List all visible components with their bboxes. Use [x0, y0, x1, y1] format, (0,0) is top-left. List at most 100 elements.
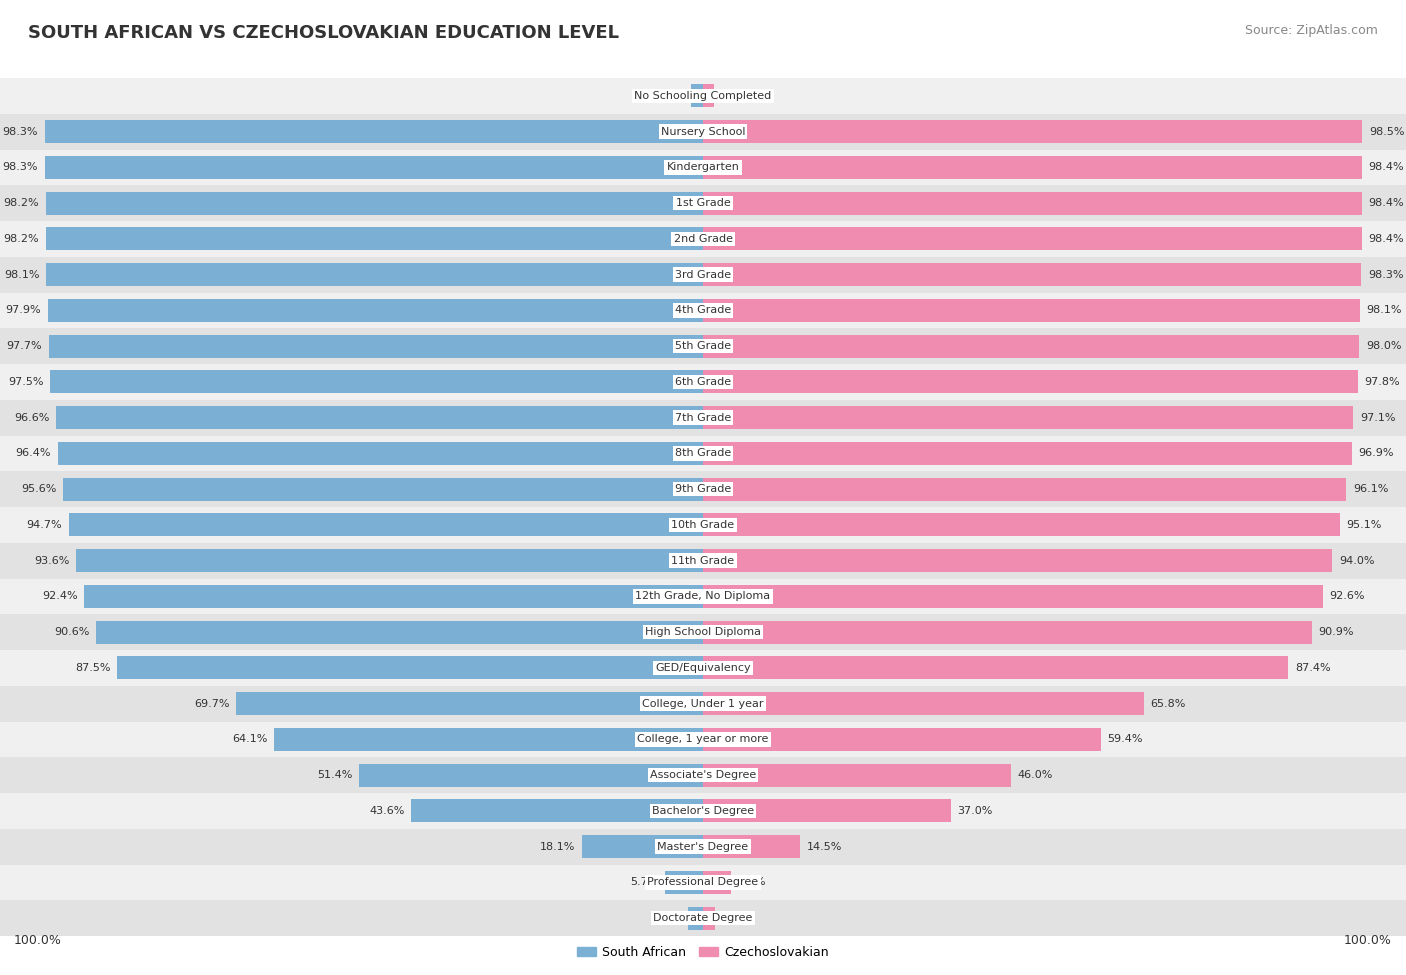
Bar: [0, 507, 1406, 543]
Text: 94.0%: 94.0%: [1339, 556, 1375, 566]
Text: 96.6%: 96.6%: [14, 412, 49, 422]
Text: 98.2%: 98.2%: [3, 234, 39, 244]
Text: College, Under 1 year: College, Under 1 year: [643, 699, 763, 709]
Bar: [582, 835, 703, 858]
Bar: [703, 84, 714, 107]
Text: 65.8%: 65.8%: [1150, 699, 1185, 709]
Text: 90.6%: 90.6%: [55, 627, 90, 637]
Text: 93.6%: 93.6%: [34, 556, 70, 566]
Bar: [703, 656, 1288, 680]
Bar: [703, 191, 1362, 214]
Text: 5th Grade: 5th Grade: [675, 341, 731, 351]
Text: 95.6%: 95.6%: [21, 485, 56, 494]
Bar: [45, 156, 703, 179]
Text: 97.7%: 97.7%: [7, 341, 42, 351]
Bar: [0, 329, 1406, 364]
Bar: [0, 185, 1406, 221]
Text: 43.6%: 43.6%: [368, 806, 405, 816]
Bar: [703, 263, 1361, 287]
Text: 98.4%: 98.4%: [1368, 234, 1405, 244]
Bar: [703, 120, 1362, 143]
Bar: [274, 727, 703, 751]
Text: 8th Grade: 8th Grade: [675, 448, 731, 458]
Text: 98.0%: 98.0%: [1365, 341, 1402, 351]
Legend: South African, Czechoslovakian: South African, Czechoslovakian: [572, 941, 834, 964]
Bar: [0, 364, 1406, 400]
Bar: [703, 549, 1333, 572]
Bar: [117, 656, 703, 680]
Bar: [0, 149, 1406, 185]
Text: High School Diploma: High School Diploma: [645, 627, 761, 637]
Bar: [0, 292, 1406, 329]
Bar: [56, 406, 703, 429]
Bar: [703, 478, 1347, 501]
Text: 1.8%: 1.8%: [655, 91, 685, 100]
Text: 90.9%: 90.9%: [1319, 627, 1354, 637]
Text: 11th Grade: 11th Grade: [672, 556, 734, 566]
Bar: [0, 471, 1406, 507]
Bar: [0, 829, 1406, 865]
Text: 98.4%: 98.4%: [1368, 163, 1405, 173]
Text: 1st Grade: 1st Grade: [676, 198, 730, 208]
Text: 59.4%: 59.4%: [1108, 734, 1143, 744]
Bar: [0, 865, 1406, 900]
Text: 9th Grade: 9th Grade: [675, 485, 731, 494]
Text: 69.7%: 69.7%: [194, 699, 229, 709]
Bar: [703, 835, 800, 858]
Text: 1.8%: 1.8%: [721, 914, 751, 923]
Bar: [0, 900, 1406, 936]
Bar: [703, 156, 1362, 179]
Bar: [703, 298, 1360, 322]
Bar: [690, 84, 703, 107]
Bar: [703, 907, 716, 930]
Text: Associate's Degree: Associate's Degree: [650, 770, 756, 780]
Bar: [703, 692, 1143, 716]
Text: Professional Degree: Professional Degree: [647, 878, 759, 887]
Bar: [0, 78, 1406, 114]
Bar: [63, 478, 703, 501]
Text: GED/Equivalency: GED/Equivalency: [655, 663, 751, 673]
Text: 4th Grade: 4th Grade: [675, 305, 731, 315]
Text: Source: ZipAtlas.com: Source: ZipAtlas.com: [1244, 24, 1378, 37]
Bar: [49, 334, 703, 358]
Text: 12th Grade, No Diploma: 12th Grade, No Diploma: [636, 592, 770, 602]
Text: 87.4%: 87.4%: [1295, 663, 1330, 673]
Text: 100.0%: 100.0%: [1344, 934, 1392, 948]
Bar: [703, 406, 1353, 429]
Bar: [703, 871, 731, 894]
Bar: [0, 543, 1406, 578]
Text: 98.1%: 98.1%: [4, 270, 39, 280]
Bar: [703, 442, 1351, 465]
Text: 96.9%: 96.9%: [1358, 448, 1393, 458]
Text: 6th Grade: 6th Grade: [675, 377, 731, 387]
Bar: [0, 650, 1406, 685]
Bar: [0, 400, 1406, 436]
Text: 98.3%: 98.3%: [1368, 270, 1403, 280]
Bar: [0, 685, 1406, 722]
Bar: [69, 513, 703, 536]
Bar: [46, 263, 703, 287]
Text: 98.4%: 98.4%: [1368, 198, 1405, 208]
Bar: [45, 120, 703, 143]
Bar: [703, 620, 1312, 644]
Bar: [703, 763, 1011, 787]
Bar: [703, 227, 1362, 251]
Bar: [51, 370, 703, 394]
Bar: [703, 334, 1360, 358]
Text: 2nd Grade: 2nd Grade: [673, 234, 733, 244]
Bar: [0, 614, 1406, 650]
Bar: [0, 758, 1406, 793]
Text: Doctorate Degree: Doctorate Degree: [654, 914, 752, 923]
Text: 98.2%: 98.2%: [3, 198, 39, 208]
Bar: [0, 221, 1406, 256]
Bar: [0, 722, 1406, 758]
Text: 4.2%: 4.2%: [738, 878, 766, 887]
Bar: [688, 907, 703, 930]
Text: SOUTH AFRICAN VS CZECHOSLOVAKIAN EDUCATION LEVEL: SOUTH AFRICAN VS CZECHOSLOVAKIAN EDUCATI…: [28, 24, 619, 42]
Text: College, 1 year or more: College, 1 year or more: [637, 734, 769, 744]
Text: 97.9%: 97.9%: [6, 305, 41, 315]
Bar: [0, 793, 1406, 829]
Bar: [703, 727, 1101, 751]
Bar: [703, 800, 950, 823]
Text: 64.1%: 64.1%: [232, 734, 267, 744]
